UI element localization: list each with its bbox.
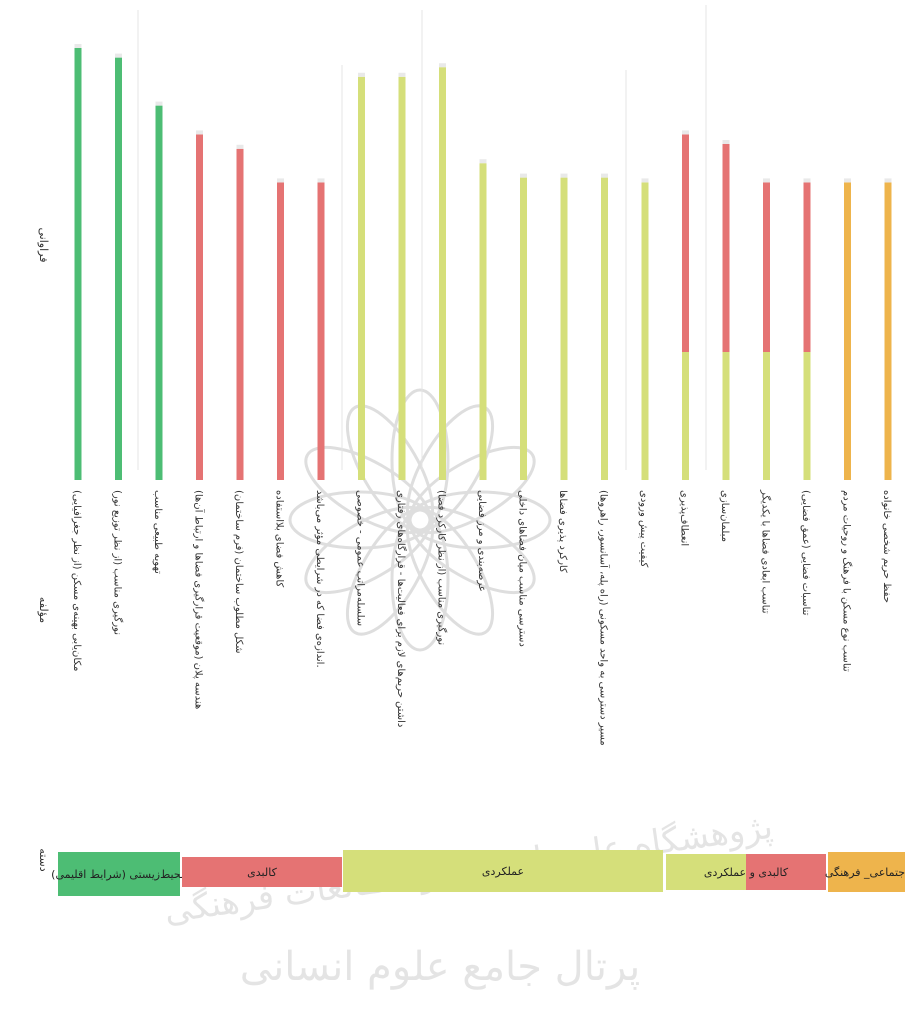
y-axis-title: فراوانی bbox=[37, 228, 50, 263]
bar-cap bbox=[439, 63, 446, 68]
bar bbox=[560, 177, 568, 480]
category-label: مسیر دسترسی به واحد مسکونی (راه پله، آسا… bbox=[598, 490, 611, 746]
bar-cap bbox=[317, 178, 325, 183]
bar bbox=[884, 182, 892, 480]
category-label: شکل مطلوب ساختمان (فرم ساختمان) bbox=[233, 490, 244, 654]
group-axis-title: دسته bbox=[37, 848, 50, 871]
bar bbox=[601, 177, 608, 480]
bar bbox=[155, 105, 163, 480]
category-label: کاهش فضای بلااستفاده bbox=[274, 490, 285, 587]
category-label: تهویه طبیعی مناسب bbox=[152, 490, 163, 574]
bar bbox=[196, 134, 203, 480]
group-band bbox=[343, 850, 663, 892]
group-band-label: عملکردی bbox=[482, 865, 524, 878]
bar bbox=[398, 76, 406, 481]
category-label: اندازه‌ی فضا که در شرایطی مؤثر می‌باشد. bbox=[314, 490, 325, 668]
bar-cap bbox=[722, 140, 730, 144]
group-band-segment bbox=[746, 854, 826, 890]
bar-cap bbox=[277, 178, 284, 183]
bar bbox=[358, 76, 365, 481]
category-label: داشتن حریم‌های لازم برای فعالیت‌ها - قرا… bbox=[395, 490, 407, 727]
category-label: کیفیت پیش ورودی bbox=[638, 490, 649, 568]
group-band-label: کالبدی bbox=[247, 866, 277, 879]
bar bbox=[682, 134, 689, 352]
category-label: مکان‌یابی بهینه‌ی مسکن (از نظر جغرافیایی… bbox=[71, 490, 82, 671]
category-label: دسترسی مناسب میان فضاهای داخلی bbox=[517, 490, 528, 647]
bar-cap bbox=[358, 72, 365, 77]
bar-segment bbox=[682, 352, 689, 480]
bar-segment bbox=[763, 352, 770, 480]
category-label: عرصه‌بندی و مرز فضایی bbox=[476, 490, 487, 592]
group-band-label: محیط‌زیستی (شرایط اقلیمی) bbox=[51, 868, 187, 881]
category-label: تناسبات فضایی (عمق فضایی) bbox=[800, 490, 811, 616]
category-label: سلسله‌مراتب عمومی - خصوصی bbox=[355, 490, 366, 626]
bar-cap bbox=[560, 173, 568, 178]
category-label: نورگیری مناسب (از نظر کارکرد فضا) bbox=[436, 490, 448, 645]
bar bbox=[439, 67, 446, 480]
bar-cap bbox=[520, 173, 527, 178]
bar bbox=[520, 177, 527, 480]
bar bbox=[722, 144, 730, 352]
bar-cap bbox=[601, 173, 608, 178]
x-axis-title: مؤلفه bbox=[37, 597, 50, 623]
bar-cap bbox=[641, 178, 649, 183]
category-label: انعطاف‌پذیری bbox=[679, 490, 690, 546]
group-bands: محیط‌زیستی (شرایط اقلیمی) کالبدی عملکردی کا… bbox=[51, 850, 905, 896]
category-label: تناسب ابعادی فضاها با یکدیگر bbox=[760, 489, 772, 614]
bar-cap bbox=[844, 178, 851, 183]
watermark-subtext: پرتال جامع علوم انسانی bbox=[240, 944, 641, 990]
bar bbox=[641, 182, 649, 480]
group-band-label: کالبدی و عملکردی bbox=[704, 866, 789, 879]
watermark-petal bbox=[408, 445, 536, 535]
bar bbox=[317, 182, 325, 480]
group-band bbox=[58, 852, 180, 896]
bar-cap bbox=[74, 44, 82, 48]
bar-cap bbox=[803, 178, 811, 183]
category-label: هندسه پلان (موقعیت قرارگیری فضاها و ارتب… bbox=[193, 490, 206, 709]
bar-segment bbox=[803, 352, 811, 480]
bar bbox=[236, 148, 244, 481]
category-label: مبلمان‌سازی bbox=[719, 490, 730, 542]
watermark-petal bbox=[345, 404, 435, 532]
category-label: تناسب نوع مسکن با فرهنگ و روحیات مردم bbox=[841, 490, 853, 672]
category-labels: مکان‌یابی بهینه‌ی مسکن (از نظر جغرافیایی… bbox=[71, 489, 892, 746]
bar bbox=[277, 182, 284, 480]
category-label: کارکرد پذیری فضاها bbox=[557, 490, 568, 573]
bar-cap bbox=[196, 130, 203, 135]
bar-cap bbox=[682, 130, 689, 135]
bar-cap bbox=[884, 178, 892, 183]
category-label: حفظ حریم شخصی خانواده bbox=[881, 490, 892, 603]
column-separators bbox=[137, 5, 707, 470]
group-band bbox=[828, 852, 905, 892]
bar-segment bbox=[722, 352, 730, 480]
bar-cap bbox=[115, 53, 122, 58]
bars bbox=[74, 44, 892, 481]
bar-cap bbox=[398, 72, 406, 77]
group-band-label: اجتماعی_ فرهنگی bbox=[825, 866, 905, 879]
bar bbox=[115, 57, 122, 480]
bar bbox=[803, 182, 811, 352]
bar bbox=[763, 182, 770, 352]
bar-cap bbox=[236, 144, 244, 149]
group-band bbox=[182, 857, 342, 887]
group-band bbox=[666, 854, 746, 890]
category-label: نورگیری مناسب (از نظر توزیع نور) bbox=[112, 490, 124, 635]
bar-cap bbox=[479, 159, 487, 164]
bar-cap bbox=[763, 178, 770, 183]
bar bbox=[479, 163, 487, 480]
bar-cap bbox=[155, 101, 163, 106]
bar bbox=[74, 48, 82, 480]
bar bbox=[844, 182, 851, 480]
